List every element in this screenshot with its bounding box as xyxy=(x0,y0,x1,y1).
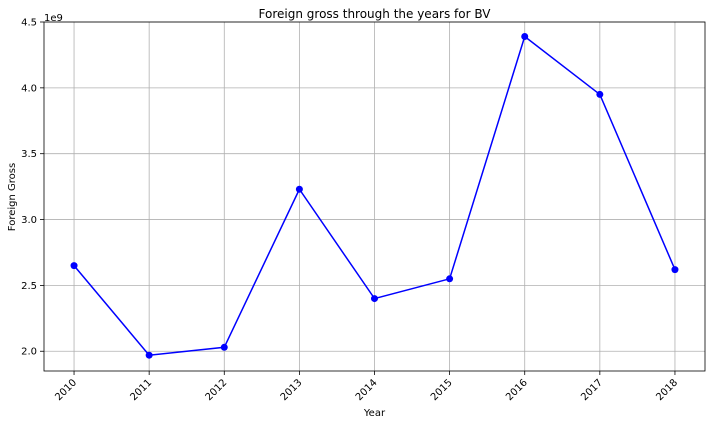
x-tick-label: 2017 xyxy=(579,377,605,403)
series-layer xyxy=(70,32,679,359)
data-point xyxy=(521,32,529,40)
chart-title: Foreign gross through the years for BV xyxy=(259,7,492,21)
x-tick-label: 2014 xyxy=(354,377,380,403)
y-tick-label: 3.5 xyxy=(21,149,37,160)
data-point xyxy=(145,351,153,359)
y-tick-label: 3.0 xyxy=(21,215,37,226)
grid xyxy=(44,21,705,371)
y-axis-offset-label: 1e9 xyxy=(44,13,63,24)
x-tick-label: 2012 xyxy=(204,377,230,403)
data-point xyxy=(671,266,679,274)
x-tick-label: 2016 xyxy=(504,377,530,403)
y-tick-label: 2.0 xyxy=(21,347,37,358)
x-tick-label: 2010 xyxy=(53,377,79,403)
x-tick-label: 2013 xyxy=(279,377,305,403)
y-tick-label: 2.5 xyxy=(21,281,37,292)
data-point xyxy=(220,343,228,351)
data-point xyxy=(371,295,378,303)
data-point xyxy=(295,185,303,193)
x-tick-label: 2011 xyxy=(129,377,155,403)
x-axis-label: Year xyxy=(363,408,386,419)
x-ticks: 2010 2011 2012 2013 2014 2015 2016 2017 2018 xyxy=(53,371,680,403)
y-ticks: 2.0 2.5 3.0 3.5 4.0 4.5 xyxy=(21,18,44,358)
data-point xyxy=(70,262,78,270)
y-axis-label: Foreign Gross xyxy=(7,163,18,231)
x-tick-label: 2018 xyxy=(654,377,680,403)
data-point xyxy=(446,275,454,283)
data-point xyxy=(596,90,604,98)
y-tick-label: 4.0 xyxy=(21,83,37,94)
y-tick-label: 4.5 xyxy=(21,18,37,29)
x-tick-label: 2015 xyxy=(429,377,455,403)
